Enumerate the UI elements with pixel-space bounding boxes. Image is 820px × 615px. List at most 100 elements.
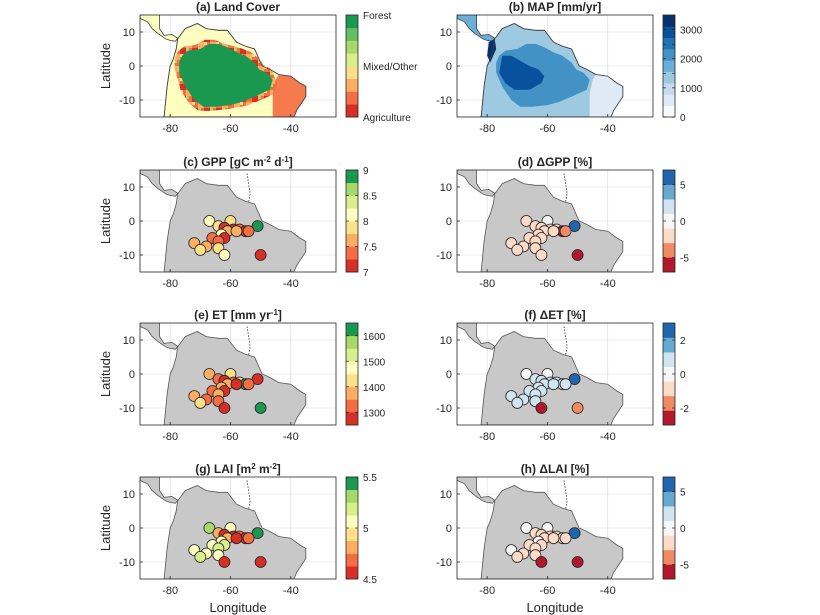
colorbar-tick-label: 5 bbox=[680, 488, 686, 499]
y-axis-label: Latitude bbox=[98, 505, 113, 551]
precip-high-zone bbox=[499, 55, 545, 90]
panel-title: (a) Land Cover bbox=[196, 0, 280, 14]
site-point bbox=[254, 402, 267, 414]
site-point bbox=[218, 556, 231, 568]
colorbar-segment bbox=[663, 337, 675, 353]
colorbar-segment bbox=[346, 335, 358, 349]
colorbar-tick-label: 2000 bbox=[680, 55, 703, 66]
colorbar-segment bbox=[663, 410, 675, 426]
colorbar: -2 0 2 bbox=[662, 322, 689, 426]
precip-low-zone bbox=[589, 74, 623, 117]
colorbar-segment bbox=[663, 228, 675, 244]
colorbar-segment bbox=[663, 94, 675, 106]
colorbar-tick-label: 7.5 bbox=[363, 243, 377, 254]
map-layer bbox=[457, 323, 653, 425]
y-tick-label: 10 bbox=[123, 335, 135, 347]
land-central-america bbox=[457, 323, 496, 350]
colorbar-tick-label: 1000 bbox=[680, 84, 703, 95]
colorbar-segment bbox=[663, 491, 675, 507]
y-tick-label: -10 bbox=[119, 403, 135, 415]
colorbar-segment bbox=[663, 257, 675, 273]
colorbar-tick-label: 5 bbox=[363, 524, 369, 535]
x-axis-label: Longitude bbox=[209, 600, 266, 615]
site-point bbox=[547, 532, 560, 545]
panel-title: (h) ΔLAI [%] bbox=[521, 462, 590, 476]
x-tick-label: -40 bbox=[600, 431, 616, 443]
colorbar-tick-label: -2 bbox=[680, 404, 689, 415]
y-tick-label: -10 bbox=[119, 557, 135, 569]
land-central-america bbox=[457, 170, 496, 197]
panel-title: (e) ET [mm yr-1] bbox=[194, 308, 282, 323]
colorbar-segment bbox=[346, 540, 358, 554]
site-point bbox=[571, 402, 584, 414]
x-tick-label: -80 bbox=[479, 123, 495, 135]
x-tick-label: -60 bbox=[223, 585, 239, 597]
y-tick-label: -10 bbox=[119, 95, 135, 107]
border-line bbox=[246, 480, 251, 510]
site-point bbox=[535, 556, 548, 568]
colorbar-label: Forest bbox=[363, 11, 392, 22]
colorbar-segment bbox=[663, 520, 675, 536]
panel-c: -80 -60 -40 10 0 -10 (c) GPP [gC m-2 d-1] Latit… bbox=[98, 155, 377, 291]
colorbar-tick-label: 0 bbox=[680, 524, 686, 535]
colorbar-segment bbox=[346, 348, 358, 362]
colorbar-segment bbox=[346, 323, 358, 337]
map-layer bbox=[457, 477, 653, 579]
colorbar-segment bbox=[663, 535, 675, 551]
y-tick-label: -10 bbox=[436, 95, 452, 107]
colorbar-segment bbox=[346, 477, 358, 491]
colorbar-segment bbox=[663, 105, 675, 118]
colorbar-segment bbox=[663, 323, 675, 338]
land-cover-agriculture bbox=[272, 74, 306, 117]
border-line bbox=[246, 173, 251, 203]
colorbar-tick-label: 5 bbox=[680, 181, 686, 192]
site-point bbox=[242, 532, 255, 545]
land-central-america bbox=[140, 323, 179, 350]
x-tick-label: -60 bbox=[223, 431, 239, 443]
y-tick-label: 10 bbox=[440, 335, 452, 347]
site-point bbox=[511, 551, 524, 563]
colorbar-tick-label: 4.5 bbox=[363, 575, 377, 586]
land-cover-forest bbox=[179, 43, 273, 107]
site-point bbox=[230, 532, 243, 545]
colorbar-segment bbox=[663, 37, 675, 50]
colorbar-tick-label: 1600 bbox=[363, 332, 386, 343]
colorbar: 0 1000 2000 3000 bbox=[662, 14, 703, 124]
colorbar-segment bbox=[663, 549, 675, 565]
y-axis-label: Latitude bbox=[98, 43, 113, 89]
land-central-america bbox=[457, 477, 496, 504]
colorbar-segment bbox=[346, 528, 358, 542]
panel-title: (g) LAI [m2 m-2] bbox=[195, 462, 281, 477]
x-tick-label: -60 bbox=[540, 585, 556, 597]
colorbar-tick-label: 8.5 bbox=[363, 192, 377, 203]
site-point bbox=[559, 225, 572, 238]
y-tick-label: 0 bbox=[446, 216, 452, 228]
x-tick-label: -40 bbox=[283, 585, 299, 597]
y-tick-label: 10 bbox=[440, 27, 452, 39]
site-point bbox=[251, 220, 264, 233]
colorbar-tick-label: 0 bbox=[680, 370, 686, 381]
colorbar-segment bbox=[346, 91, 358, 105]
y-tick-label: 10 bbox=[123, 27, 135, 39]
y-tick-label: 10 bbox=[123, 182, 135, 194]
site-point bbox=[203, 368, 216, 380]
x-tick-label: -80 bbox=[162, 431, 178, 443]
colorbar: 7 7.5 8 8.5 9 bbox=[345, 166, 377, 279]
colorbar: -5 0 5 bbox=[662, 169, 689, 273]
x-tick-label: -80 bbox=[162, 123, 178, 135]
border-line bbox=[563, 173, 568, 203]
colorbar-label: Mixed/Other bbox=[363, 62, 418, 73]
site-point bbox=[194, 396, 207, 409]
colorbar-segment bbox=[663, 213, 675, 229]
panel-title: (f) ΔET [%] bbox=[524, 308, 585, 322]
y-tick-label: -10 bbox=[436, 557, 452, 569]
y-tick-label: 10 bbox=[440, 182, 452, 194]
panel-h: -80 -60 -40 10 0 -10 (h) ΔLAI [%] Longitude -5 0 5 bbox=[436, 462, 689, 615]
site-point bbox=[194, 243, 207, 256]
x-tick-label: -80 bbox=[479, 585, 495, 597]
colorbar-segment bbox=[346, 259, 358, 273]
site-point bbox=[568, 527, 581, 539]
colorbar-segment bbox=[663, 60, 675, 72]
site-point bbox=[203, 522, 216, 534]
map-layer bbox=[140, 170, 336, 272]
